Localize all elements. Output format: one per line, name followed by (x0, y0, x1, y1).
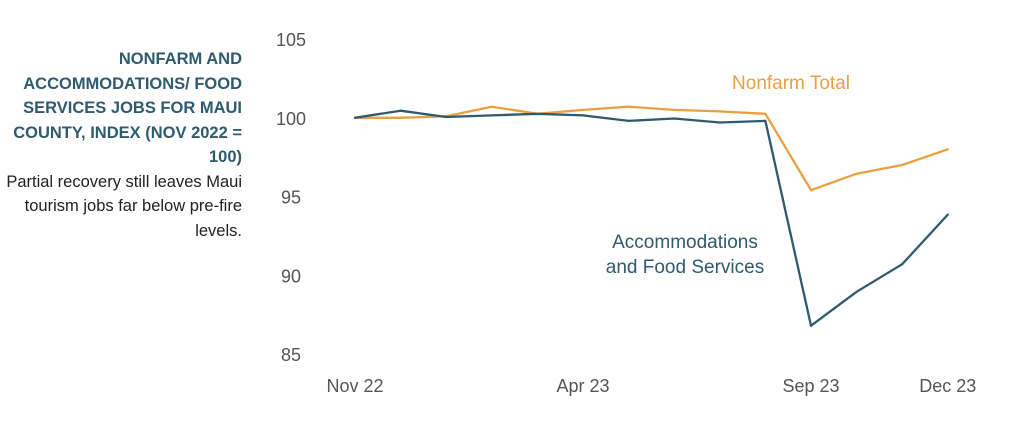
y-tick-label: 95 (281, 188, 301, 208)
data-point (764, 112, 767, 115)
data-point (673, 117, 676, 120)
data-point (627, 119, 630, 122)
data-point (855, 290, 858, 293)
x-tick-label: Dec 23 (919, 376, 976, 396)
data-point (490, 105, 493, 108)
data-point (901, 163, 904, 167)
data-point (946, 213, 949, 216)
y-tick-label: 100 (276, 109, 306, 129)
data-point (399, 109, 402, 112)
data-point (627, 105, 630, 108)
data-point (673, 108, 676, 111)
chart-caption: NONFARM AND ACCOMMODATIONS/ FOOD SERVICE… (0, 47, 242, 243)
data-point (855, 172, 858, 175)
series-label: Nonfarm Total (732, 73, 850, 94)
data-point (809, 324, 813, 327)
data-point (718, 110, 721, 113)
data-point (718, 121, 721, 124)
data-point (901, 263, 904, 266)
data-point (353, 116, 357, 119)
data-point (764, 119, 767, 122)
data-point (581, 108, 585, 111)
data-point (809, 189, 813, 192)
data-point (581, 114, 585, 117)
series-line-nonfarm-total (355, 105, 949, 192)
data-point (946, 148, 949, 151)
chart-title: NONFARM AND ACCOMMODATIONS/ FOOD SERVICE… (13, 50, 242, 166)
data-point (399, 116, 402, 119)
x-tick-label: Apr 23 (556, 376, 609, 396)
series-label: and Food Services (606, 257, 764, 278)
y-tick-label: 105 (276, 30, 306, 50)
x-tick-label: Sep 23 (782, 376, 839, 396)
y-tick-label: 85 (281, 345, 301, 365)
series-line-accommodations-food (354, 109, 949, 327)
chart-subtitle: Partial recovery still leaves Maui touri… (6, 172, 242, 240)
y-tick-label: 90 (281, 266, 301, 286)
x-tick-label: Nov 22 (326, 376, 383, 396)
data-point (490, 114, 493, 117)
data-point (445, 115, 448, 119)
series-label: Accommodations (612, 232, 758, 253)
data-point (536, 112, 539, 115)
